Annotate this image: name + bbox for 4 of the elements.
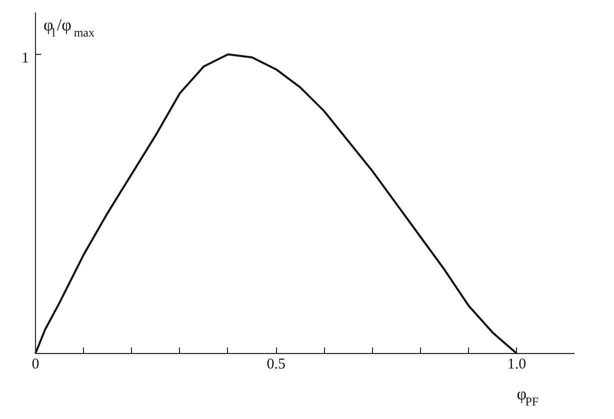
x-tick-label: 0.5 xyxy=(266,356,286,373)
text: 1 xyxy=(21,50,29,66)
x-tick-label: 0 xyxy=(32,356,40,373)
x-tick-label: 1.0 xyxy=(507,356,526,373)
